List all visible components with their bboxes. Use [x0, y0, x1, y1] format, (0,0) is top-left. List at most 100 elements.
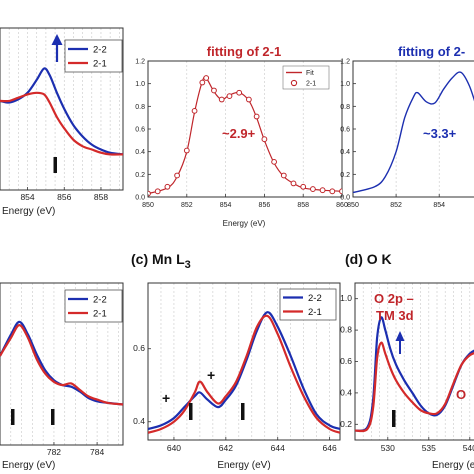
data-point-2-1 [164, 183, 171, 190]
series-group-4 [148, 311, 340, 434]
fit-2-1-annotation: ~2.9+ [222, 126, 256, 141]
y-ticks-1: 0.0 0.2 0.4 0.6 0.8 1.0 1.2 [135, 59, 151, 202]
y-ticks-4: 0.4 0.6 [133, 343, 151, 426]
x-ticks-2: 850 852 854 [347, 194, 445, 209]
x-axis-label-4: Energy (eV) [217, 460, 270, 471]
y-tick-label: 0.8 [135, 104, 145, 111]
panel-d-title: (d) O K [345, 251, 392, 267]
legend-label-2-2-b: 2-2 [93, 295, 107, 306]
legend-label-2-1-b: 2-1 [93, 309, 107, 320]
plot-frame-5 [354, 282, 474, 441]
y-tick-label: 0.4 [135, 149, 145, 156]
x-tick-label: 856 [259, 202, 271, 209]
x-tick-label: 640 [167, 443, 181, 453]
x-tick-label: 856 [57, 192, 71, 202]
y-tick-label: 0.0 [340, 195, 350, 202]
y-tick-label: 0.2 [340, 172, 350, 179]
x-tick-label: 860 [336, 202, 348, 209]
grid-5 [362, 283, 471, 440]
tm3d-label: TM 3d [376, 308, 414, 323]
x-tick-label: 530 [381, 443, 395, 453]
y-ticks-5: 0.2 0.4 0.6 0.8 1.0 [340, 293, 358, 429]
plot-frame-0 [0, 27, 124, 191]
data-point-2-1 [245, 96, 252, 103]
plus-marker-2: + [207, 367, 215, 383]
x-axis-label-3: Energy (eV) [2, 460, 55, 471]
y-tick-label: 0.2 [340, 419, 352, 429]
series-line-2-2 [353, 71, 474, 194]
x-tick-label: 646 [323, 443, 337, 453]
data-point-2-1 [339, 188, 342, 195]
plus-marker-1: + [162, 390, 170, 406]
y-tick-label: 1.0 [340, 293, 352, 303]
data-point-2-1 [199, 79, 206, 86]
y-tick-label: 1.2 [340, 59, 350, 66]
data-point-2-1 [310, 186, 316, 192]
marker-bar-0 [53, 157, 57, 173]
legend-box-0 [64, 39, 123, 73]
y-tick-label: 0.2 [135, 172, 145, 179]
fit-2-2-title: fitting of 2- [398, 44, 465, 59]
data-point-2-1 [236, 89, 243, 96]
y-tick-label: 1.0 [340, 81, 350, 88]
x-tick-label: 852 [390, 202, 402, 209]
up-arrow-icon [51, 34, 63, 62]
x-tick-label: 540 [463, 443, 474, 453]
legend-swatch-2-1-circle [290, 79, 298, 87]
x-tick-label: 535 [422, 443, 436, 453]
fit-2-1-title: fitting of 2-1 [207, 44, 281, 59]
y-tick-label: 0.6 [135, 127, 145, 134]
panel-fit-2-2: fitting of 2- 0.00.20.40.60.81.01.2 850 8… [340, 44, 474, 209]
data-point-2-1 [154, 188, 161, 195]
up-arrow-icon-2 [395, 331, 405, 354]
y-tick-label: 0.8 [340, 104, 350, 111]
y-tick-label: 0.6 [133, 343, 145, 353]
legend-label-2-2-c: 2-2 [308, 293, 322, 304]
x-ticks-5: 530 535 540 [381, 437, 474, 453]
data-point-2-1 [261, 136, 268, 143]
legend-label-fit: Fit [306, 70, 314, 77]
legend-label-2-2: 2-2 [93, 45, 107, 56]
x-ticks-1: 850 852 854 856 858 860 [142, 194, 348, 209]
grid-3 [10, 283, 119, 445]
y-tick-label: 0.0 [135, 195, 145, 202]
grid-2 [395, 61, 440, 197]
series-line-2-2 [148, 311, 340, 431]
legend-label-2-1: 2-1 [93, 59, 107, 70]
plot-frame-4 [147, 282, 341, 441]
x-ticks-3: 782 784 [47, 442, 104, 457]
x-tick-label: 784 [90, 447, 104, 457]
legend-1: Fit 2-1 [282, 65, 330, 90]
marker-bar-5 [392, 410, 396, 427]
x-tick-label: 858 [94, 192, 108, 202]
x-tick-label: 782 [47, 447, 61, 457]
x-tick-label: 854 [20, 192, 34, 202]
x-tick-label: 854 [220, 202, 232, 209]
x-axis-label-5: Energy (eV) [432, 460, 474, 471]
o-label: O [456, 387, 466, 402]
x-tick-label: 858 [297, 202, 309, 209]
panel-fit-2-1: fitting of 2-1 0.0 0.2 0.4 0.6 0.8 1.0 1.2 850… [135, 44, 348, 228]
x-axis-label-0: Energy (eV) [2, 206, 55, 217]
data-point-2-1 [271, 158, 278, 165]
panel-c-title-sub: 3 [185, 259, 191, 271]
legend-3: 2-2 2-1 [64, 289, 123, 323]
y-tick-label: 0.4 [340, 149, 350, 156]
panel-c-mn-l3: (c) Mn L3 0.40.6 640 642 644 646 2-2 2-1 + … [131, 251, 341, 471]
marker-bar-4a [189, 403, 193, 420]
x-tick-label: 854 [433, 202, 445, 209]
series-line-2-1 [0, 91, 123, 156]
y-tick-label: 0.4 [340, 387, 352, 397]
data-point-2-1 [300, 183, 307, 190]
series-group-2 [353, 71, 474, 194]
x-tick-label: 850 [347, 202, 359, 209]
x-tick-label: 850 [142, 202, 154, 209]
panel-mn-l2: 2-2 2-1 782 784 Energy (eV) [0, 282, 124, 471]
series-group-5 [355, 316, 474, 433]
data-point-2-1 [174, 172, 181, 179]
legend-0: 2-2 2-1 [64, 39, 123, 73]
legend-4: 2-2 2-1 [279, 288, 337, 321]
y-tick-label: 0.6 [340, 127, 350, 134]
data-point-2-1 [203, 75, 210, 81]
